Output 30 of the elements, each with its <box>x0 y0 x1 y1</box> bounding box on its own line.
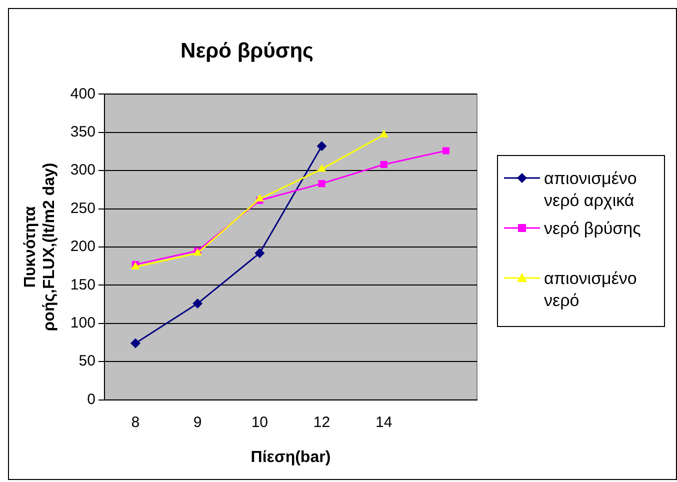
point <box>442 147 450 154</box>
point <box>317 164 326 172</box>
y-tick-label: 250 <box>70 200 96 217</box>
y-axis-title: Πυκνότητα ροής,FLUX,(lt/m2 day) <box>22 162 58 332</box>
chart-title: Νερό βρύσης <box>180 39 314 62</box>
x-tick-label: 9 <box>193 414 202 431</box>
legend-label: νερό βρύσης <box>544 218 641 240</box>
y-tick-label: 150 <box>70 276 96 294</box>
y-tick-label: 300 <box>70 162 96 179</box>
x-axis-title: Πίεση(bar) <box>250 448 331 466</box>
point <box>318 180 326 188</box>
legend-label: απιονισμένο νερό <box>544 268 638 312</box>
y-tick-label: 0 <box>87 390 96 408</box>
point <box>380 130 388 138</box>
x-tick-label: 10 <box>251 414 268 431</box>
x-tick-label: 14 <box>376 414 392 431</box>
point <box>380 160 388 168</box>
y-tick-label: 400 <box>70 85 96 102</box>
y-tick-label: 350 <box>70 124 96 141</box>
point <box>255 194 264 202</box>
point <box>254 248 265 258</box>
point <box>316 141 327 152</box>
x-tick-label: 12 <box>313 414 330 431</box>
legend-label: απιονισμένο νερό αρχικά <box>544 168 638 212</box>
y-tick-label: 200 <box>70 238 96 256</box>
x-tick-label: 8 <box>131 414 140 431</box>
y-tick-label: 50 <box>78 352 96 370</box>
point <box>192 298 203 309</box>
y-tick-label: 100 <box>70 314 96 332</box>
point <box>130 338 140 348</box>
